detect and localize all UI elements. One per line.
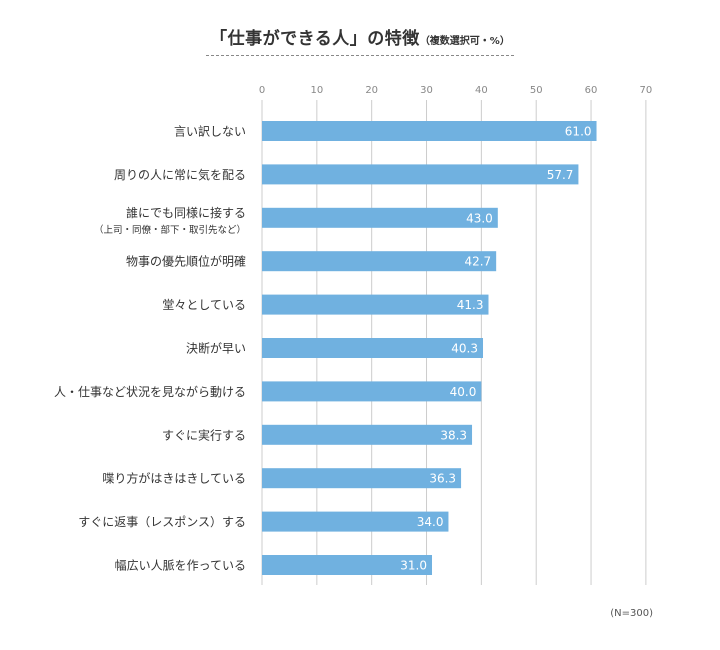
x-tick-label: 0 [259, 85, 265, 96]
category-label: すぐに実行する [162, 427, 246, 442]
bar-value-label: 43.0 [466, 211, 493, 225]
sample-size-note: (N=300) [610, 608, 653, 619]
bar-value-label: 57.7 [547, 168, 574, 182]
bar [262, 164, 579, 185]
chart-title: 「仕事ができる人」の特徴（複数選択可・%） [206, 24, 514, 56]
bar [262, 511, 449, 532]
x-tick-label: 30 [420, 85, 433, 96]
category-label: 堂々としている [162, 298, 246, 312]
bar [262, 207, 498, 228]
bar [262, 424, 473, 445]
x-tick-label: 40 [475, 85, 488, 96]
bar-value-label: 40.0 [450, 385, 477, 399]
category-label: 言い訳しない [174, 124, 246, 139]
bar [262, 121, 597, 141]
x-tick-label: 10 [310, 85, 323, 96]
x-tick-label: 20 [365, 85, 378, 96]
bar-value-label: 40.3 [451, 342, 478, 356]
x-tick-label: 50 [530, 85, 543, 96]
bar-value-label: 61.0 [565, 125, 592, 139]
category-label: すぐに返事（レスポンス）する [78, 515, 246, 529]
category-label: 誰にでも同様に接する（上司・同僚・部下・取引先など） [94, 205, 246, 236]
bar [262, 338, 484, 358]
x-tick-label: 60 [585, 85, 598, 96]
bar-value-label: 36.3 [429, 472, 456, 486]
bar [262, 251, 497, 272]
bar-value-label: 38.3 [440, 428, 467, 442]
title-wrap: 「仕事ができる人」の特徴（複数選択可・%） [0, 24, 720, 56]
bar-value-label: 34.0 [417, 515, 444, 529]
category-label: 物事の優先順位が明確 [126, 254, 246, 269]
bar-value-label: 41.3 [457, 298, 484, 312]
bar [262, 294, 489, 315]
x-tick-label: 70 [640, 85, 653, 96]
chart-subtitle: （複数選択可・%） [419, 36, 510, 47]
category-label: 幅広い人脈を作っている [115, 558, 246, 573]
category-label: 決断が早い [186, 341, 246, 356]
category-label: 人・仕事など状況を見ながら動ける [54, 384, 246, 399]
bar-value-label: 31.0 [400, 559, 427, 573]
bar [262, 555, 433, 575]
bar [262, 468, 462, 489]
category-label: 周りの人に常に気を配る [114, 167, 246, 182]
category-label: 喋り方がはきはきしている [102, 471, 246, 486]
bar [262, 381, 482, 402]
bar-value-label: 42.7 [464, 255, 491, 269]
chart-title-main: 「仕事ができる人」の特徴 [210, 29, 420, 49]
